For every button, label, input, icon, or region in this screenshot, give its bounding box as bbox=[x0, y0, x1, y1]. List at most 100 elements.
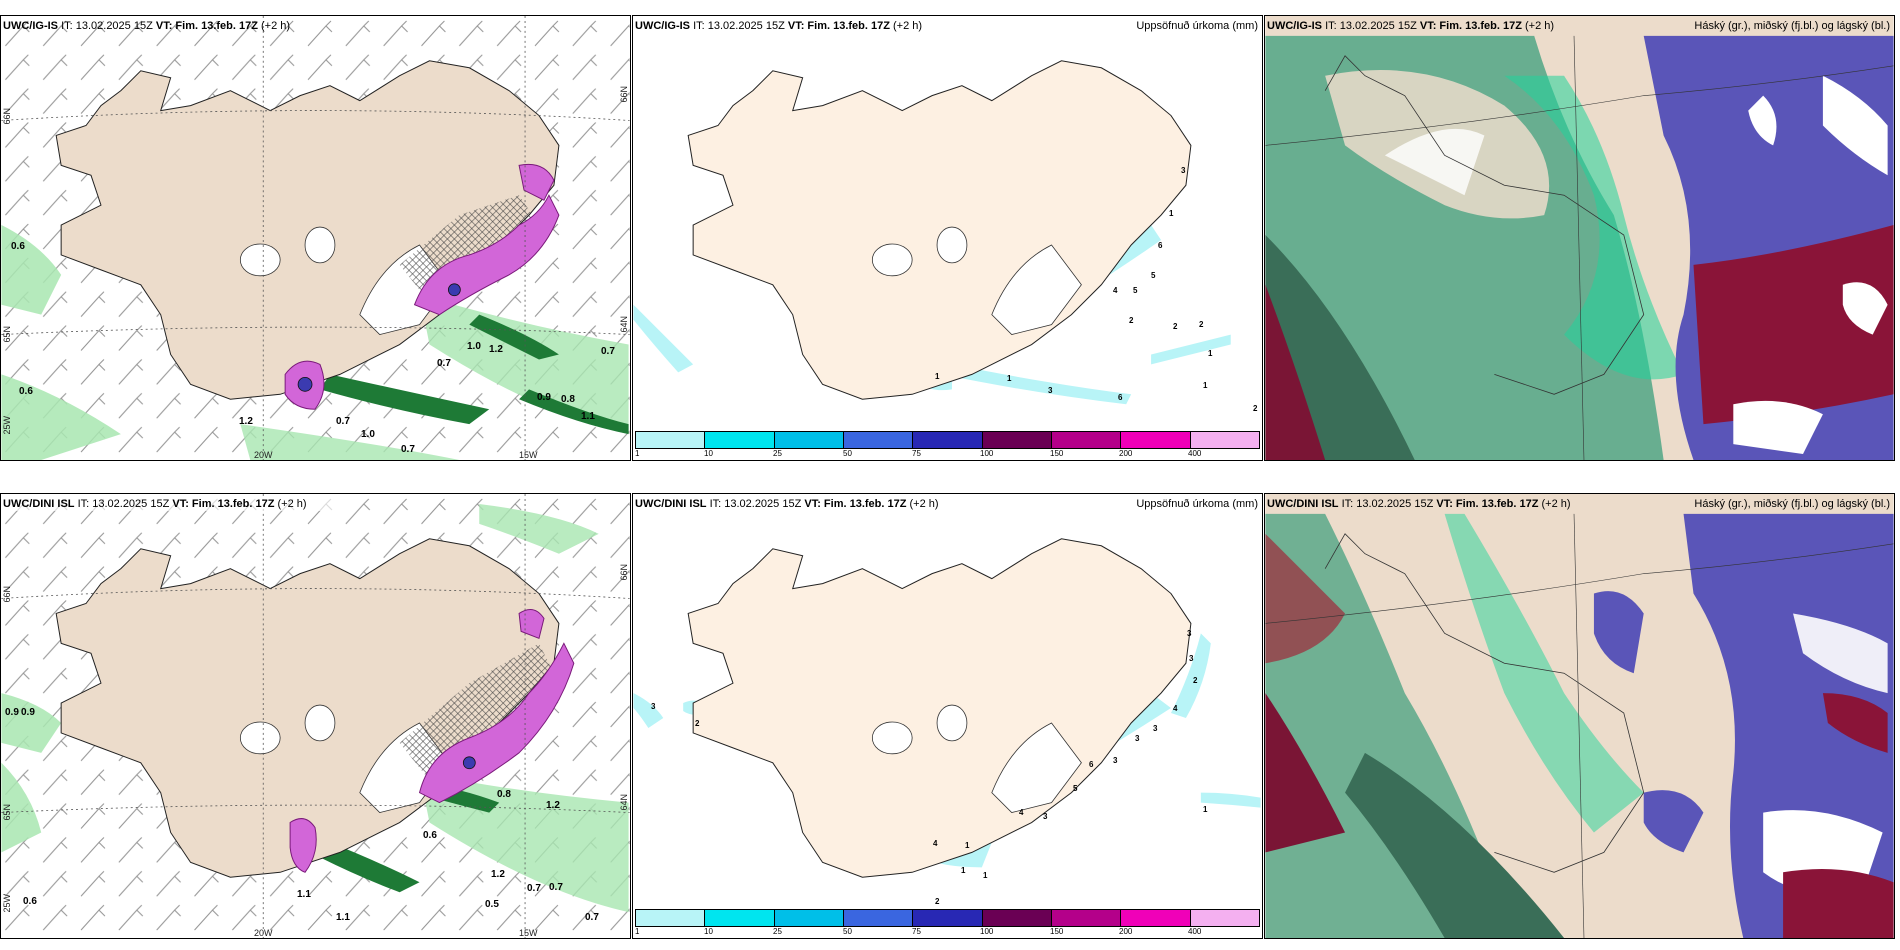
precip-value-label: 3 bbox=[1181, 166, 1186, 175]
lat-label: 66N bbox=[2, 586, 12, 603]
colorbar-swatch bbox=[774, 910, 844, 926]
precip-value-label: 3 bbox=[1187, 629, 1192, 638]
wind-value-label: 0.6 bbox=[19, 386, 33, 397]
colorbar-tick: 100 bbox=[980, 449, 994, 458]
precip-value-label: 6 bbox=[1118, 393, 1123, 402]
panel-title: UWC/IG-IS IT: 13.02.2025 15Z VT: Fim. 13… bbox=[3, 20, 291, 32]
wind-value-label: 1.0 bbox=[361, 429, 375, 440]
lat-label: 66N bbox=[619, 86, 629, 103]
precip-value-label: 1 bbox=[983, 871, 988, 880]
panel-precip-dini: UWC/DINI ISL IT: 13.02.2025 15Z VT: Fim.… bbox=[632, 493, 1263, 939]
colorbar-swatch bbox=[913, 910, 983, 926]
colorbar-tick: 25 bbox=[773, 927, 782, 936]
panel-title: UWC/IG-IS IT: 13.02.2025 15Z VT: Fim. 13… bbox=[1267, 20, 1555, 32]
wind-value-label: 0.6 bbox=[11, 241, 25, 252]
colorbar-tick: 75 bbox=[912, 449, 921, 458]
precip-value-label: 3 bbox=[1189, 654, 1194, 663]
colorbar-tick: 10 bbox=[704, 927, 713, 936]
precip-value-label: 5 bbox=[1151, 271, 1156, 280]
wind-value-label: 0.7 bbox=[601, 346, 615, 357]
cloud-label: Háský (gr.), miðský (fj.bl.) og lágský (… bbox=[1694, 20, 1890, 32]
cloud-map bbox=[1265, 494, 1894, 938]
lon-label: 25W bbox=[2, 894, 12, 913]
colorbar-swatch bbox=[843, 910, 914, 926]
colorbar-swatch bbox=[1051, 910, 1122, 926]
colorbar-tick: 200 bbox=[1119, 449, 1133, 458]
colorbar-swatch bbox=[636, 432, 706, 448]
colorbar-swatch bbox=[843, 432, 914, 448]
panel-title: UWC/DINI ISL IT: 13.02.2025 15Z VT: Fim.… bbox=[1267, 498, 1571, 510]
colorbar-swatch bbox=[1051, 432, 1122, 448]
colorbar-swatch bbox=[774, 432, 844, 448]
panel-precip-ig-is: UWC/IG-IS IT: 13.02.2025 15Z VT: Fim. 13… bbox=[632, 15, 1263, 461]
precip-value-label: 2 bbox=[1129, 316, 1134, 325]
colorbar-ticks: 1 10 25 50 75 100 150 200 400 bbox=[635, 449, 1260, 460]
wind-value-label: 0.8 bbox=[561, 394, 575, 405]
colorbar-tick: 100 bbox=[980, 927, 994, 936]
wind-value-label: 0.7 bbox=[585, 912, 599, 923]
panel-cloud-dini: UWC/DINI ISL IT: 13.02.2025 15Z VT: Fim.… bbox=[1264, 493, 1895, 939]
colorbar-tick: 25 bbox=[773, 449, 782, 458]
precip-value-label: 1 bbox=[1203, 381, 1208, 390]
lat-label: 64N bbox=[619, 794, 629, 811]
precip-value-label: 3 bbox=[1153, 724, 1158, 733]
precip-value-label: 2 bbox=[1173, 322, 1178, 331]
colorbar-swatch bbox=[1121, 910, 1191, 926]
lat-label: 66N bbox=[2, 108, 12, 125]
precip-value-label: 1 bbox=[961, 866, 966, 875]
colorbar-swatch bbox=[1190, 432, 1259, 448]
panel-wind-ig-is: UWC/IG-IS IT: 13.02.2025 15Z VT: Fim. 13… bbox=[0, 15, 631, 461]
precip-colorbar bbox=[635, 431, 1260, 449]
wind-value-label: 0.7 bbox=[336, 416, 350, 427]
lat-label: 65N bbox=[2, 326, 12, 343]
lon-label: 20W bbox=[254, 450, 273, 460]
precip-value-label: 4 bbox=[1113, 286, 1118, 295]
colorbar-swatch bbox=[705, 910, 775, 926]
precip-value-label: 3 bbox=[651, 702, 656, 711]
colorbar-swatch bbox=[982, 910, 1052, 926]
precip-value-label: 4 bbox=[1019, 808, 1024, 817]
panel-cloud-ig-is: UWC/IG-IS IT: 13.02.2025 15Z VT: Fim. 13… bbox=[1264, 15, 1895, 461]
precip-value-label: 1 bbox=[1203, 805, 1208, 814]
wind-value-label: 1.1 bbox=[581, 411, 595, 422]
lat-label: 66N bbox=[619, 564, 629, 581]
colorbar-tick: 50 bbox=[843, 449, 852, 458]
wind-value-label: 0.7 bbox=[549, 882, 563, 893]
precip-value-label: 2 bbox=[1193, 676, 1198, 685]
colorbar-tick: 400 bbox=[1188, 449, 1202, 458]
wind-value-label: 0.7 bbox=[437, 358, 451, 369]
precip-value-label: 5 bbox=[1073, 784, 1078, 793]
wind-map bbox=[1, 16, 630, 460]
wind-value-label: 0.7 bbox=[527, 883, 541, 894]
wind-value-label: 0.9 bbox=[21, 707, 35, 718]
wind-value-label: 1.2 bbox=[239, 416, 253, 427]
wind-value-label: 1.2 bbox=[546, 800, 560, 811]
colorbar-tick: 150 bbox=[1050, 449, 1064, 458]
wind-value-label: 0.5 bbox=[485, 899, 499, 910]
colorbar-tick: 75 bbox=[912, 927, 921, 936]
lon-label: 25W bbox=[2, 416, 12, 435]
panel-title: UWC/DINI ISL IT: 13.02.2025 15Z VT: Fim.… bbox=[3, 498, 333, 511]
colorbar-tick: 150 bbox=[1050, 927, 1064, 936]
lat-label: 65N bbox=[2, 804, 12, 821]
wind-value-label: 0.9 bbox=[537, 392, 551, 403]
wind-value-label: 0.8 bbox=[497, 789, 511, 800]
wind-value-label: 1.1 bbox=[336, 912, 350, 923]
precip-value-label: 6 bbox=[1089, 760, 1094, 769]
wind-map bbox=[1, 494, 630, 938]
lon-label: 15W bbox=[519, 450, 538, 460]
lon-label: 15W bbox=[519, 928, 538, 938]
lat-label: 64N bbox=[619, 316, 629, 333]
colorbar-tick: 400 bbox=[1188, 927, 1202, 936]
precip-value-label: 2 bbox=[1253, 404, 1258, 413]
precip-value-label: 5 bbox=[1133, 286, 1138, 295]
wind-value-label: 0.6 bbox=[23, 896, 37, 907]
wind-value-label: 0.6 bbox=[423, 830, 437, 841]
colorbar-swatch bbox=[1190, 910, 1259, 926]
precip-value-label: 1 bbox=[1208, 349, 1213, 358]
panel-title: UWC/IG-IS IT: 13.02.2025 15Z VT: Fim. 13… bbox=[635, 20, 923, 32]
precip-label: Uppsöfnuð úrkoma (mm) bbox=[1136, 498, 1258, 510]
colorbar-ticks: 1 10 25 50 75 100 150 200 400 bbox=[635, 927, 1260, 938]
lon-label: 20W bbox=[254, 928, 273, 938]
precip-value-label: 1 bbox=[965, 841, 970, 850]
